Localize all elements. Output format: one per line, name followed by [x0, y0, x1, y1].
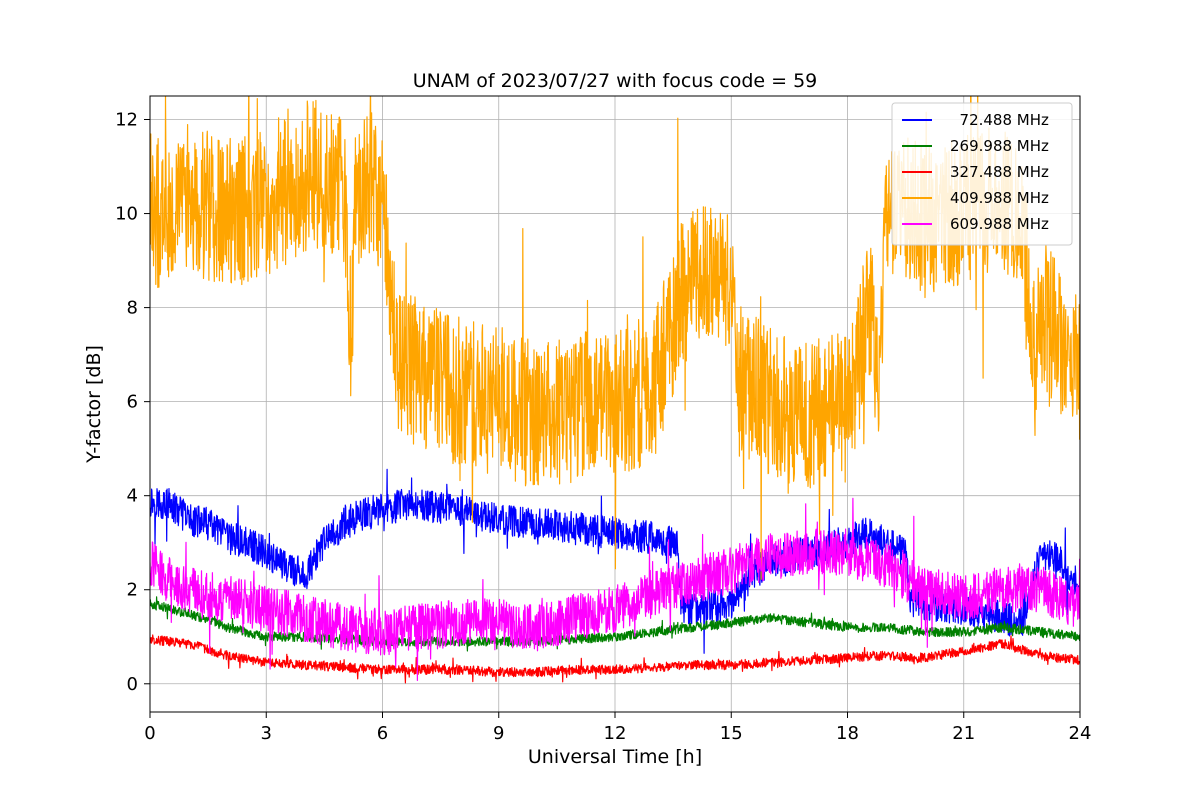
- x-tick-label: 6: [377, 723, 388, 744]
- legend: 72.488 MHz 269.988 MHz 327.488 MHz 409.988 …: [891, 102, 1073, 246]
- legend-entry: 409.988 MHz: [950, 189, 1049, 207]
- series-line-3: [150, 634, 1080, 684]
- y-tick-label: 0: [127, 674, 138, 695]
- legend-entry: 327.488 MHz: [950, 163, 1049, 181]
- y-axis-label: Y-factor [dB]: [83, 345, 105, 464]
- y-tick-label: 4: [127, 486, 138, 507]
- x-tick-label: 18: [836, 723, 859, 744]
- x-tick-label: 3: [261, 723, 272, 744]
- x-axis-label: Universal Time [h]: [528, 746, 702, 768]
- y-tick-label: 2: [127, 580, 138, 601]
- y-tick-label: 8: [127, 298, 138, 319]
- y-axis: 0 2 4 6 8 10 12: [115, 110, 150, 695]
- series-layer: [150, 96, 1080, 684]
- y-tick-label: 10: [115, 204, 138, 225]
- x-tick-label: 21: [952, 723, 975, 744]
- legend-entry: 269.988 MHz: [950, 137, 1049, 155]
- legend-entry: 609.988 MHz: [950, 215, 1049, 233]
- x-tick-label: 15: [720, 723, 743, 744]
- x-axis: 0 3 6 9 12 15 18 21 24: [144, 712, 1091, 744]
- x-tick-label: 12: [604, 723, 627, 744]
- x-tick-label: 9: [493, 723, 504, 744]
- y-tick-label: 12: [115, 110, 138, 131]
- legend-entry: 72.488 MHz: [950, 111, 1049, 129]
- chart-title: UNAM of 2023/07/27 with focus code = 59: [413, 70, 818, 92]
- legend-box: [891, 102, 1073, 246]
- series-line-4: [150, 96, 1080, 580]
- y-tick-label: 6: [127, 392, 138, 413]
- x-tick-label: 24: [1069, 723, 1092, 744]
- series-line-5: [150, 497, 1080, 681]
- x-tick-label: 0: [144, 723, 155, 744]
